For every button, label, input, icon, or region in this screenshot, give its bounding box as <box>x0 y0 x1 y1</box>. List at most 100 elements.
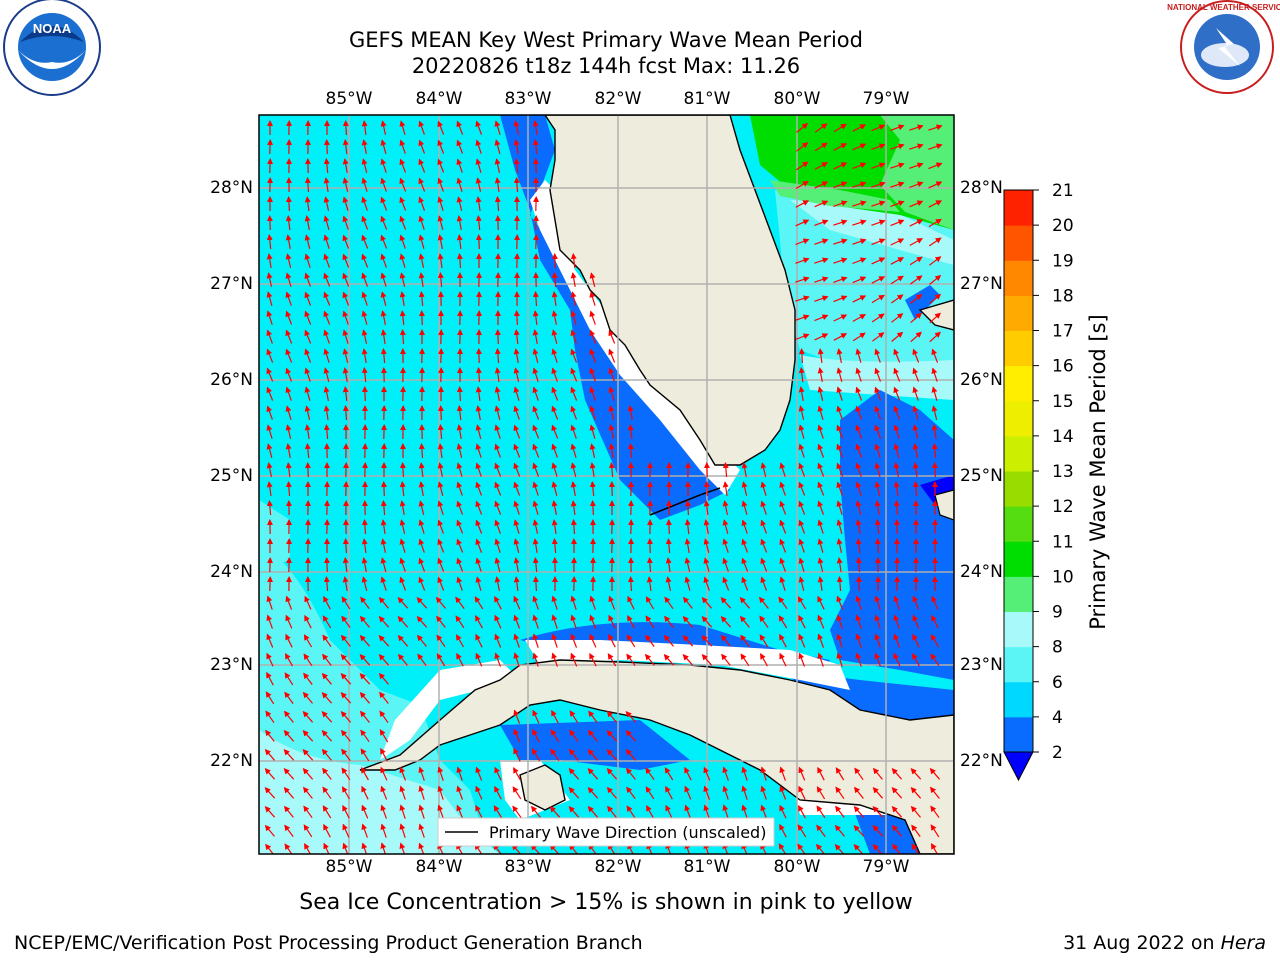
wave-arrow <box>684 538 691 554</box>
wave-arrow <box>798 348 805 364</box>
wave-arrow <box>551 367 558 382</box>
wave-arrow <box>836 614 843 629</box>
wave-arrow <box>284 653 294 667</box>
wave-arrow <box>456 139 464 154</box>
wave-arrow <box>302 786 313 799</box>
wave-arrow <box>551 272 558 288</box>
wave-arrow <box>741 576 749 591</box>
wave-arrow <box>475 615 483 629</box>
wave-arrow <box>814 333 829 341</box>
wave-arrow <box>264 806 276 818</box>
wave-arrow <box>703 576 710 591</box>
wave-arrow <box>798 481 806 496</box>
wave-arrow <box>890 294 904 304</box>
wave-arrow <box>930 653 940 667</box>
wave-arrow <box>283 710 294 723</box>
wave-arrow <box>302 767 314 780</box>
lat-label-right: 26°N <box>960 370 1003 390</box>
wave-arrow <box>456 766 463 781</box>
wave-arrow <box>739 615 750 628</box>
wave-arrow <box>871 181 886 188</box>
wave-arrow <box>475 424 482 439</box>
wave-arrow <box>323 310 331 325</box>
wave-arrow <box>304 386 311 401</box>
wave-arrow <box>817 424 824 439</box>
wave-arrow <box>779 633 787 648</box>
wave-arrow <box>418 519 425 534</box>
wave-arrow <box>570 462 577 477</box>
wave-arrow <box>304 595 312 610</box>
wave-arrow <box>475 538 483 553</box>
wave-arrow <box>342 177 349 192</box>
wave-arrow <box>760 557 768 572</box>
wave-arrow <box>833 162 848 170</box>
wave-arrow <box>701 653 713 666</box>
wave-arrow <box>551 500 558 516</box>
wave-arrow <box>437 481 444 496</box>
wave-arrow <box>551 424 559 439</box>
wave-arrow <box>663 654 675 666</box>
wave-arrow <box>874 443 881 458</box>
wave-arrow <box>399 462 406 478</box>
wave-arrow <box>513 614 521 629</box>
wave-arrow <box>264 748 275 761</box>
wave-arrow <box>645 615 655 629</box>
wave-arrow <box>589 443 596 458</box>
wave-arrow <box>475 215 482 231</box>
wave-arrow <box>380 804 387 819</box>
colorbar-segment <box>1004 225 1033 261</box>
wave-arrow <box>380 538 387 553</box>
wave-arrow <box>741 519 748 534</box>
wave-arrow <box>893 462 900 478</box>
wave-arrow <box>342 158 349 174</box>
wave-arrow <box>513 405 520 420</box>
wave-arrow <box>532 500 539 515</box>
wave-arrow <box>342 557 349 573</box>
wave-arrow <box>532 652 539 667</box>
wave-arrow <box>380 215 388 230</box>
wave-arrow <box>341 615 351 628</box>
wave-arrow <box>874 405 882 420</box>
wave-arrow <box>626 805 636 819</box>
wave-arrow <box>455 596 465 609</box>
lat-label-left: 22°N <box>210 751 253 771</box>
wave-arrow <box>796 142 809 152</box>
wave-arrow <box>795 238 810 246</box>
wave-arrow <box>360 729 370 743</box>
wave-arrow <box>874 481 881 496</box>
wave-arrow <box>835 805 845 818</box>
wave-arrow <box>494 652 501 667</box>
wave-arrow <box>836 405 843 420</box>
wave-arrow <box>532 424 540 439</box>
wave-arrow <box>512 786 522 800</box>
wave-arrow <box>323 158 330 174</box>
wave-arrow <box>494 614 502 629</box>
wave-arrow <box>513 310 520 326</box>
wave-arrow <box>855 462 862 477</box>
noaa-logo-text: NOAA <box>33 21 72 36</box>
wave-arrow <box>779 804 787 819</box>
wave-arrow <box>323 348 330 363</box>
wave-arrow <box>456 405 463 421</box>
wave-arrow <box>910 786 922 799</box>
wave-arrow <box>551 386 559 401</box>
wave-arrow <box>910 805 921 818</box>
wave-arrow <box>456 804 464 819</box>
wave-arrow <box>871 219 886 226</box>
wave-arrow <box>852 200 867 207</box>
wave-arrow <box>456 538 464 553</box>
colorbar-tick-label: 20 <box>1052 216 1074 236</box>
wave-arrow <box>759 634 769 648</box>
wave-arrow <box>760 500 767 515</box>
wave-arrow <box>340 710 352 723</box>
wave-arrow <box>721 653 731 666</box>
wave-arrow <box>437 538 445 553</box>
wave-arrow <box>494 196 501 212</box>
lon-label-top: 85°W <box>325 89 373 109</box>
wave-arrow <box>456 557 464 572</box>
colorbar-segment <box>1004 260 1033 296</box>
wave-arrow <box>909 238 923 246</box>
wave-arrow <box>909 219 924 227</box>
wave-arrow <box>437 766 444 781</box>
wave-arrow <box>760 785 767 800</box>
